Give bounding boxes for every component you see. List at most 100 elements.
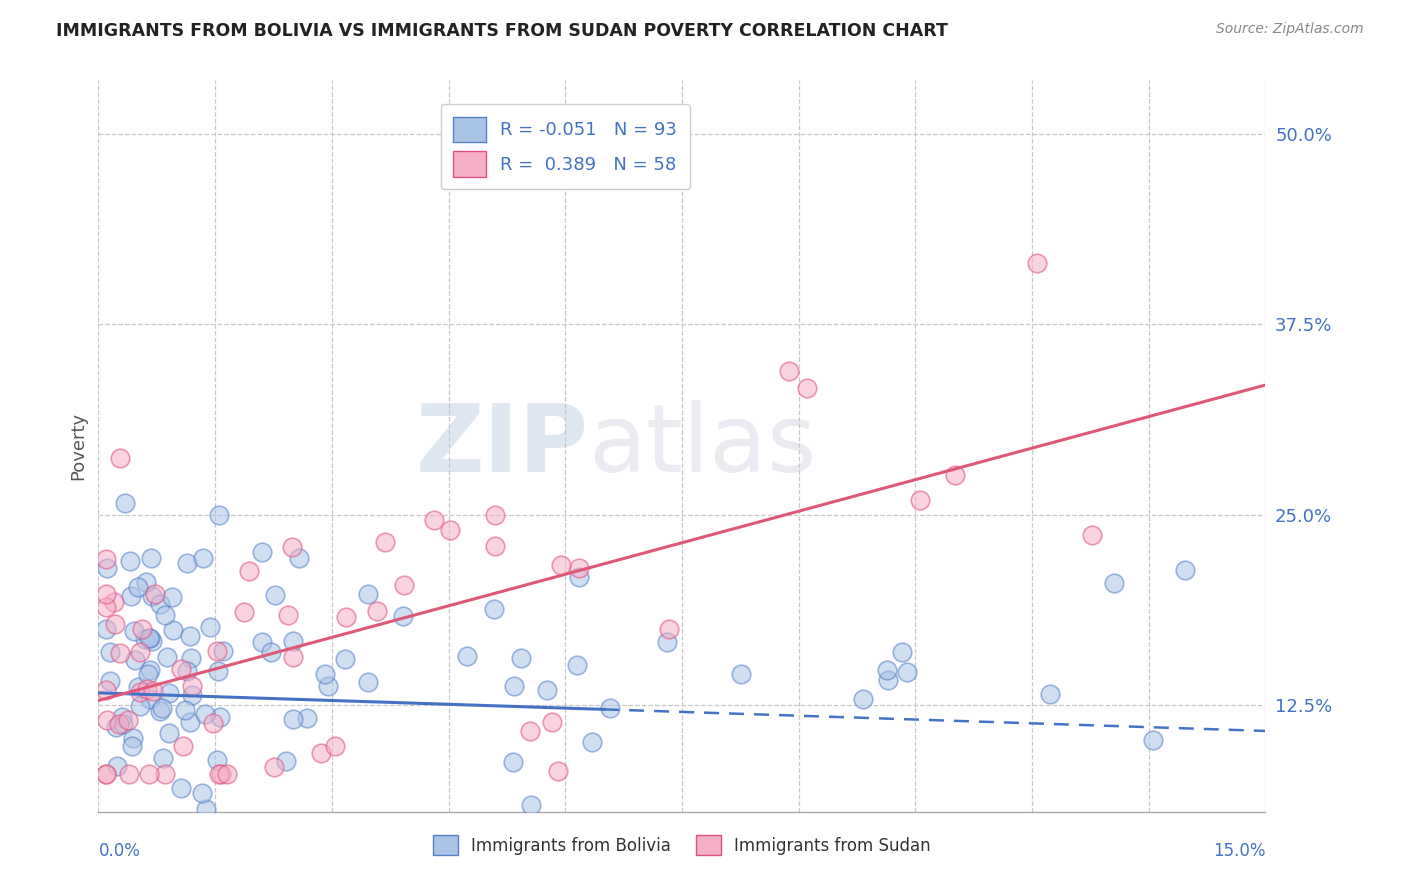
Point: [128, 644, 150, 658]
Point: [484, 508, 506, 522]
Point: [423, 513, 446, 527]
Text: Source: ZipAtlas.com: Source: ZipAtlas.com: [1216, 22, 1364, 37]
Legend: Immigrants from Bolivia, Immigrants from Sudan: Immigrants from Bolivia, Immigrants from…: [426, 829, 938, 862]
Point: [179, 629, 201, 643]
Point: [896, 665, 918, 680]
Point: [536, 682, 558, 697]
Point: [263, 760, 285, 774]
Point: [357, 674, 380, 689]
Point: [127, 580, 149, 594]
Point: [122, 624, 145, 639]
Point: [190, 786, 212, 800]
Point: [156, 649, 179, 664]
Point: [520, 797, 543, 812]
Point: [117, 766, 139, 780]
Point: [1174, 563, 1197, 577]
Point: [207, 665, 229, 679]
Point: [96, 683, 118, 698]
Point: [658, 622, 681, 636]
Point: [283, 650, 305, 665]
Point: [891, 645, 914, 659]
Point: [1102, 576, 1125, 591]
Point: [153, 608, 176, 623]
Point: [180, 651, 202, 665]
Point: [162, 623, 184, 637]
Point: [568, 561, 591, 575]
Point: [96, 766, 118, 780]
Point: [117, 713, 139, 727]
Point: [264, 588, 287, 602]
Point: [138, 766, 160, 780]
Point: [96, 714, 118, 728]
Point: [297, 711, 319, 725]
Point: [96, 561, 118, 575]
Text: 0.0%: 0.0%: [98, 842, 141, 860]
Point: [139, 550, 162, 565]
Point: [131, 622, 153, 636]
Point: [194, 706, 217, 721]
Point: [181, 679, 204, 693]
Point: [581, 734, 603, 748]
Point: [730, 666, 752, 681]
Point: [150, 700, 173, 714]
Point: [510, 651, 533, 665]
Point: [176, 556, 198, 570]
Point: [138, 667, 160, 681]
Point: [153, 766, 176, 780]
Point: [260, 645, 283, 659]
Point: [160, 590, 183, 604]
Point: [502, 755, 524, 769]
Point: [111, 717, 134, 731]
Point: [1039, 687, 1062, 701]
Point: [195, 802, 218, 816]
Point: [876, 673, 898, 687]
Point: [114, 495, 136, 509]
Point: [103, 616, 125, 631]
Point: [778, 364, 800, 378]
Point: [122, 731, 145, 745]
Point: [105, 759, 128, 773]
Point: [309, 747, 332, 761]
Point: [1142, 732, 1164, 747]
Point: [796, 381, 818, 395]
Point: [565, 657, 588, 672]
Point: [391, 608, 413, 623]
Point: [335, 610, 357, 624]
Point: [139, 631, 162, 645]
Point: [96, 587, 118, 601]
Point: [547, 764, 569, 778]
Point: [281, 633, 304, 648]
Point: [852, 691, 875, 706]
Point: [149, 704, 172, 718]
Point: [908, 492, 931, 507]
Point: [599, 701, 621, 715]
Point: [439, 524, 461, 538]
Point: [103, 595, 125, 609]
Point: [108, 717, 131, 731]
Point: [96, 766, 118, 780]
Point: [484, 539, 506, 553]
Point: [135, 682, 157, 697]
Text: IMMIGRANTS FROM BOLIVIA VS IMMIGRANTS FROM SUDAN POVERTY CORRELATION CHART: IMMIGRANTS FROM BOLIVIA VS IMMIGRANTS FR…: [56, 22, 948, 40]
Point: [943, 468, 966, 483]
Text: ZIP: ZIP: [416, 400, 589, 492]
Point: [121, 739, 143, 753]
Point: [205, 644, 228, 658]
Point: [100, 673, 122, 688]
Point: [281, 712, 304, 726]
Point: [232, 605, 254, 619]
Point: [108, 451, 131, 466]
Point: [181, 688, 204, 702]
Point: [519, 724, 541, 739]
Text: atlas: atlas: [589, 400, 817, 492]
Point: [135, 575, 157, 590]
Point: [124, 653, 146, 667]
Point: [141, 589, 163, 603]
Point: [316, 679, 339, 693]
Point: [208, 508, 231, 522]
Point: [541, 715, 564, 730]
Point: [503, 679, 526, 693]
Point: [250, 634, 273, 648]
Point: [96, 599, 118, 614]
Point: [176, 664, 198, 678]
